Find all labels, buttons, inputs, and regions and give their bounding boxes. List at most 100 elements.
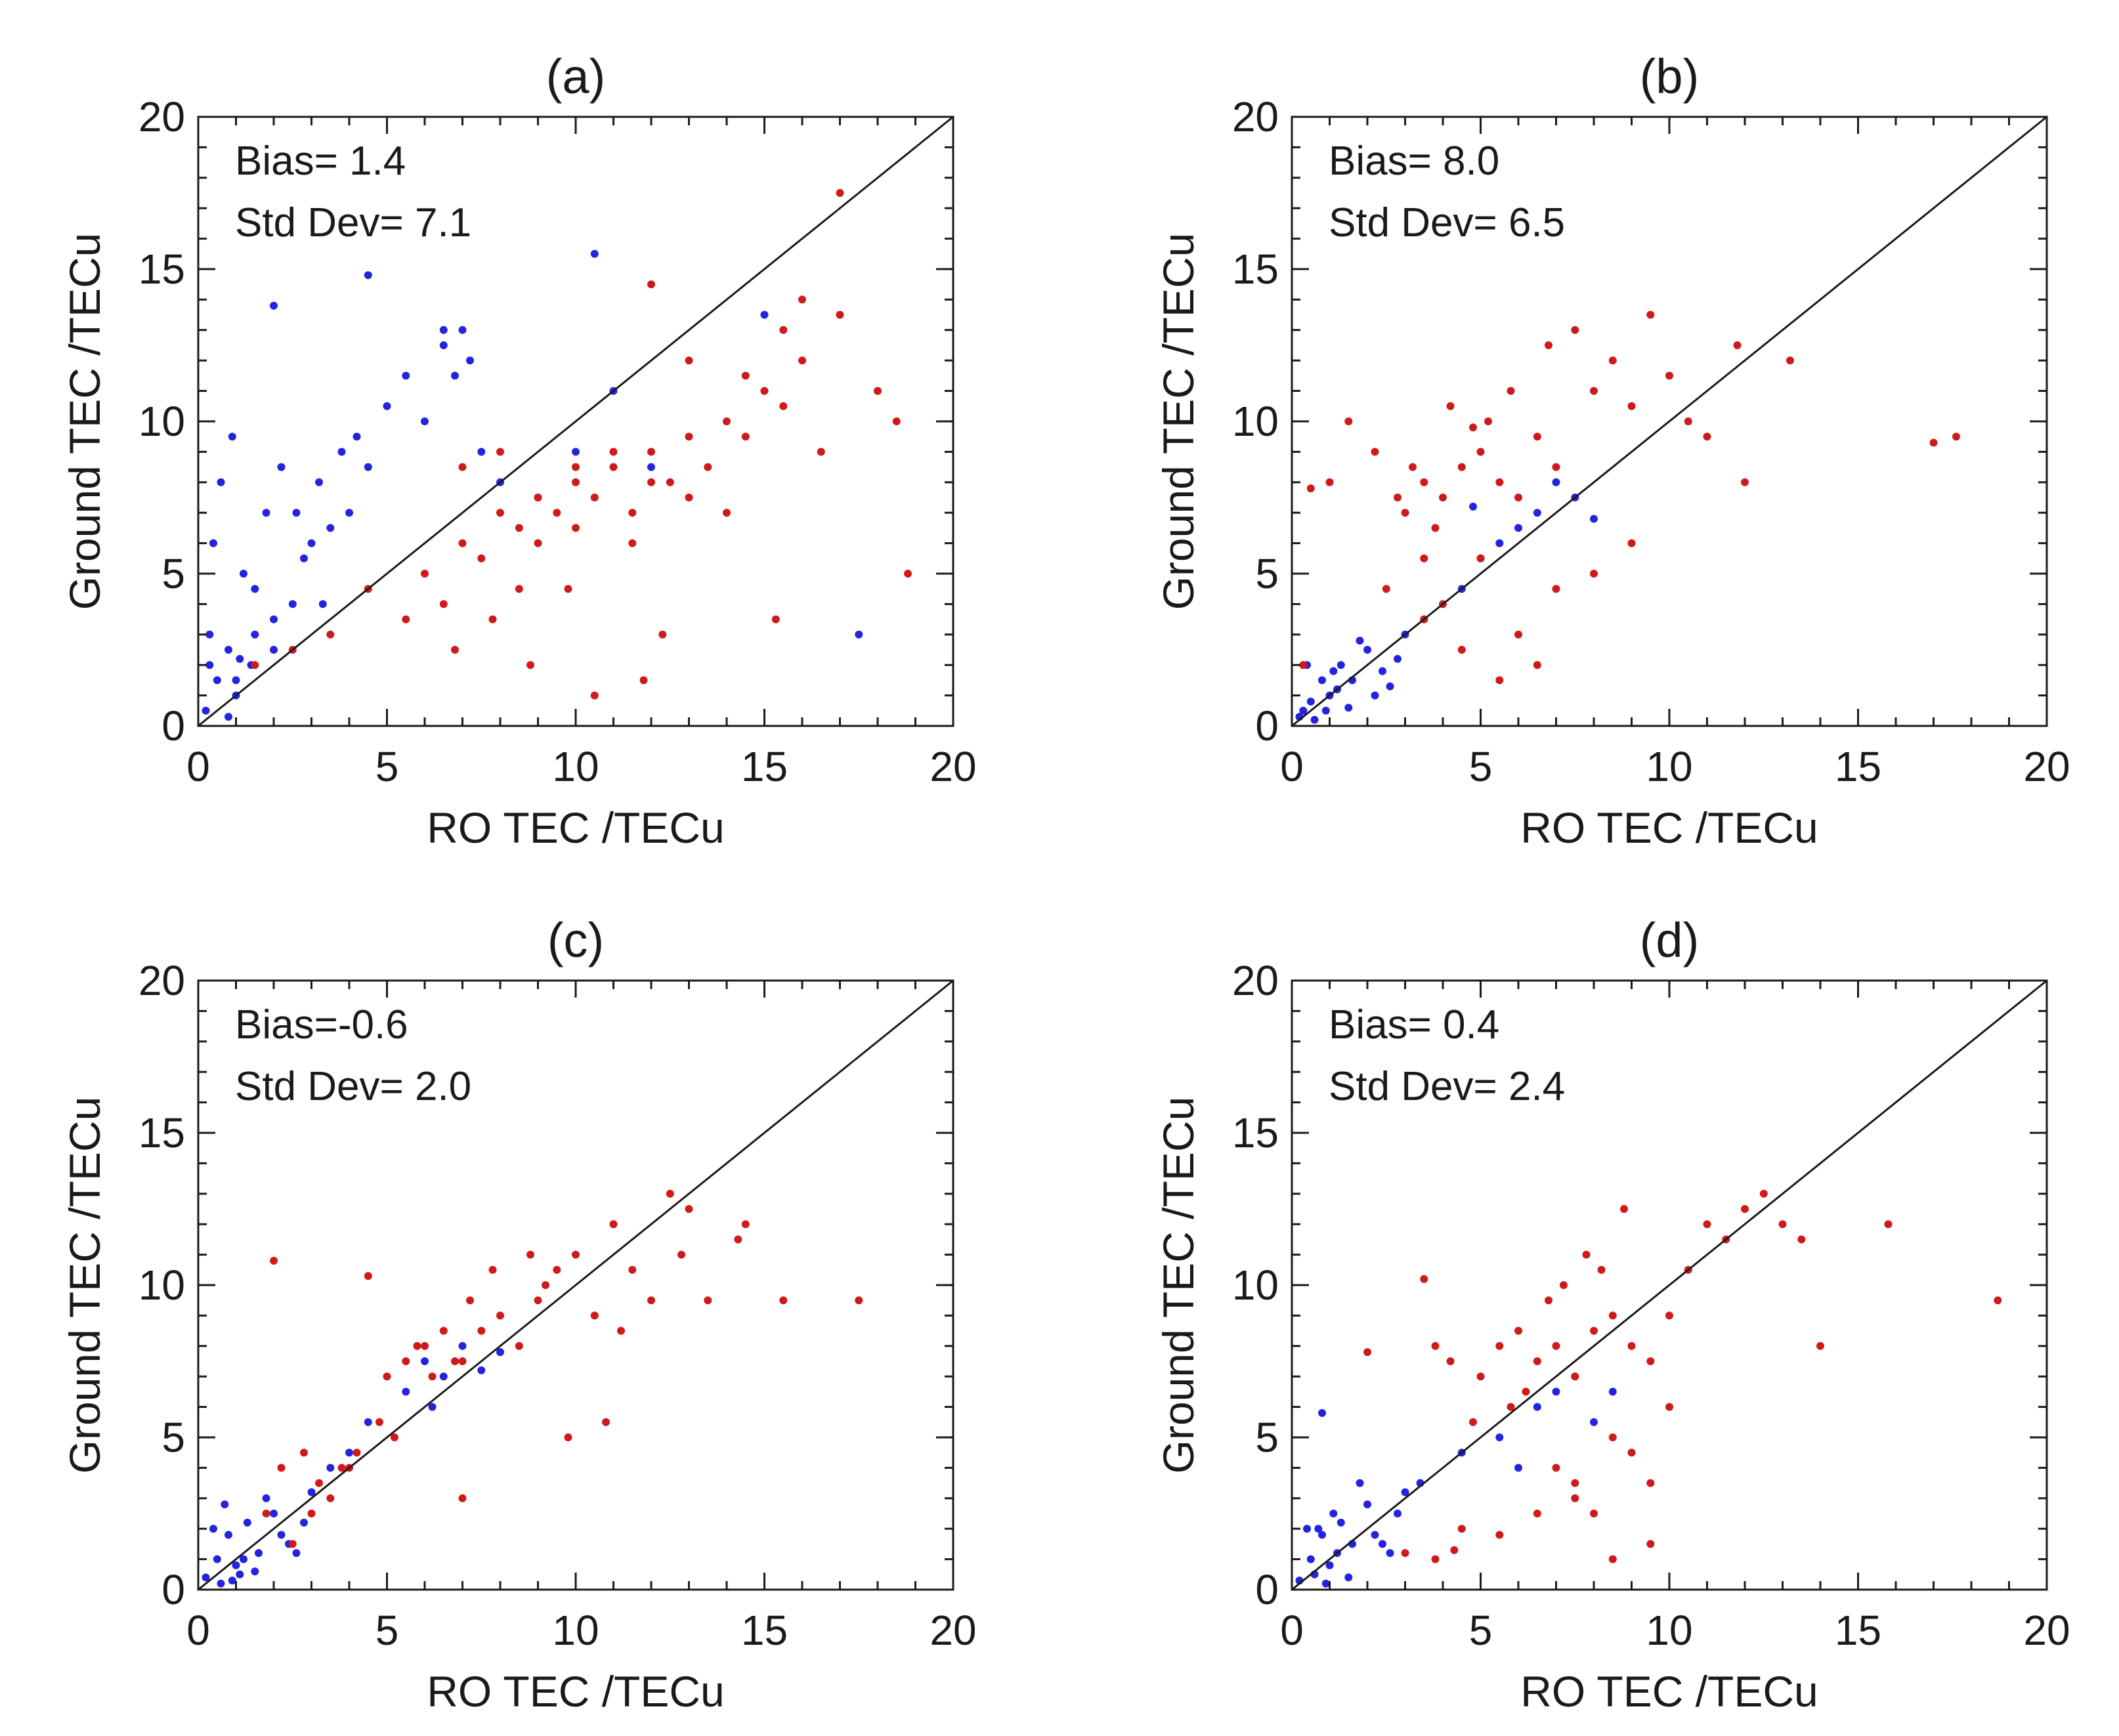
x-tick-label: 20 [930,743,976,790]
bias-annotation: Bias= 0.4 [1329,1002,1499,1048]
scatter-point-red [1484,417,1492,425]
y-axis-label: Ground TEC /TECu [1154,1097,1203,1474]
scatter-point-red [628,539,637,547]
scatter-point-red [534,494,542,501]
y-tick-label: 0 [161,1566,185,1613]
scatter-point-red [1439,494,1447,501]
scatter-point-blue [428,1403,437,1411]
scatter-point-red [741,371,750,380]
scatter-point-blue [1321,706,1330,715]
x-tick-label: 10 [552,1607,599,1654]
scatter-point-blue [1394,654,1402,663]
scatter-point-red [1533,1510,1541,1517]
scatter-point-red [1495,676,1504,685]
scatter-point-red [1382,585,1390,593]
scatter-point-red [421,570,429,578]
scatter-point-red [1608,1433,1617,1441]
scatter-point-red [553,509,561,517]
scatter-point-red [1608,1555,1617,1563]
x-tick-label: 15 [741,743,788,790]
scatter-point-blue [228,433,236,441]
scatter-point-red [515,524,523,532]
scatter-point-red [1733,341,1742,349]
scatter-point-red [466,1296,474,1305]
std-dev-annotation: Std Dev= 2.0 [235,1064,471,1109]
scatter-point-red [760,387,769,395]
scatter-point-red [564,585,572,593]
scatter-point-red [685,1205,693,1213]
scatter-point-red [1401,1549,1409,1557]
scatter-point-blue [270,646,278,654]
scatter-point-red [1476,448,1485,456]
scatter-point-blue [213,1555,221,1563]
std-dev-annotation: Std Dev= 2.4 [1329,1064,1565,1109]
scatter-point-blue [1329,667,1338,675]
scatter-point-red [1299,661,1308,669]
scatter-point-blue [1329,1510,1338,1517]
scatter-point-blue [1469,502,1477,511]
scatter-point-blue [439,326,448,334]
y-tick-label: 15 [1232,1109,1279,1156]
scatter-point-blue [217,1579,225,1588]
y-tick-label: 5 [161,1414,185,1461]
scatter-point-blue [1590,1418,1598,1426]
scatter-point-red [496,1311,504,1320]
scatter-point-red [553,1265,561,1274]
scatter-point-red [1533,1357,1541,1365]
scatter-point-red [1646,1479,1655,1487]
scatter-point-blue [292,509,301,517]
y-tick-label: 5 [1255,1414,1279,1461]
scatter-point-blue [225,1531,232,1539]
scatter-point-red [1533,661,1541,669]
scatter-point-red [617,1326,625,1335]
scatter-point-red [534,539,542,547]
scatter-point-blue [221,1500,229,1509]
scatter-point-red [1306,484,1315,493]
scatter-point-red [288,1540,297,1548]
scatter-point-blue [1318,1408,1326,1417]
scatter-point-red [364,1272,372,1281]
scatter-point-red [602,1418,610,1426]
scatter-point-blue [1608,1387,1617,1396]
y-tick-label: 0 [161,702,185,750]
scatter-point-red [1446,1357,1455,1365]
scatter-point-red [1446,402,1455,410]
scatter-point-blue [364,271,372,280]
scatter-point-red [1514,1326,1522,1335]
scatter-point-red [1627,1342,1636,1350]
scatter-point-red [1507,1403,1515,1411]
scatter-point-blue [288,600,297,608]
scatter-point-red [741,1220,750,1229]
scatter-point-blue [1552,1387,1560,1396]
scatter-point-red [526,661,534,669]
scatter-point-red [477,554,486,562]
scatter-point-red [1552,1342,1560,1350]
scatter-point-blue [451,371,459,380]
x-tick-label: 10 [1646,743,1692,790]
panel-0: (a) 00 5 5 10 10 15 15 20 20 RO TEC /TECu Ground TE… [60,49,977,852]
scatter-point-red [1952,433,1960,441]
scatter-point-blue [1344,704,1353,712]
x-tick-label: 0 [1280,743,1304,790]
scatter-point-red [300,1449,308,1457]
scatter-point-blue [202,706,210,715]
scatter-point-blue [402,371,410,380]
scatter-point-red [439,600,448,608]
scatter-point-red [1450,1546,1459,1554]
scatter-point-red [1363,1348,1371,1357]
scatter-point-red [1590,570,1598,578]
x-tick-label: 20 [2023,1607,2070,1654]
scatter-point-red [1457,463,1466,471]
scatter-point-red [1533,433,1541,441]
scatter-point-blue [364,463,372,471]
x-axis-label: RO TEC /TECu [1520,1667,1818,1716]
scatter-point-red [458,539,467,547]
scatter-point-red [798,356,806,365]
scatter-point-red [1495,478,1504,486]
scatter-point-blue [458,326,467,334]
x-tick-label: 0 [186,1607,210,1654]
scatter-point-blue [477,1366,486,1374]
x-tick-label: 20 [2023,743,2070,790]
scatter-point-blue [1325,1561,1334,1569]
scatter-point-blue [345,509,353,517]
